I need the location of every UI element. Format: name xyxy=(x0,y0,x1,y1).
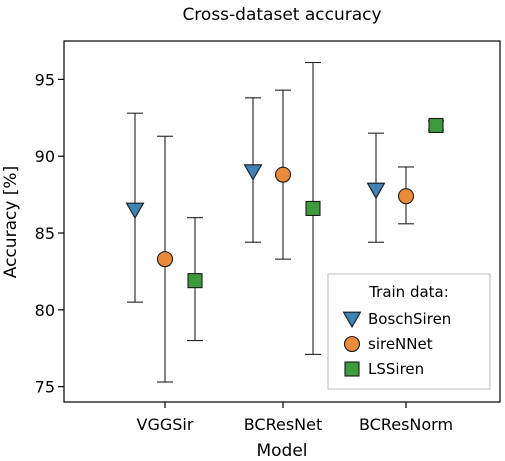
y-axis-label: Accuracy [%] xyxy=(1,166,21,278)
series-sirennet xyxy=(156,89,415,383)
legend-label-lssiren: LSSiren xyxy=(368,360,424,378)
data-point xyxy=(274,166,292,183)
y-tick-label: 90 xyxy=(35,147,55,166)
data-point xyxy=(428,117,444,134)
legend-label-boschsiren: BoschSiren xyxy=(368,310,451,328)
data-point xyxy=(187,273,203,289)
legend: Train data: BoschSiren sireNNet LSSiren xyxy=(327,273,491,390)
y-tick-label: 85 xyxy=(35,224,55,243)
data-point xyxy=(366,182,386,200)
plot-frame xyxy=(63,40,501,403)
series-lssiren xyxy=(187,61,444,355)
data-point xyxy=(125,202,145,220)
y-axis: 75 80 85 90 95 xyxy=(35,70,64,397)
data-point xyxy=(397,188,415,205)
legend-title: Train data: xyxy=(368,283,449,301)
data-point xyxy=(156,251,174,268)
legend-marker-lssiren xyxy=(344,361,360,377)
data-point xyxy=(305,200,321,216)
legend-label-sirennet: sireNNet xyxy=(368,335,433,353)
y-tick-label: 80 xyxy=(35,301,55,320)
x-tick-label: BCResNet xyxy=(244,415,323,434)
legend-marker-boschsiren xyxy=(342,311,362,329)
y-tick-label: 75 xyxy=(35,378,55,397)
x-axis: VGGSir BCResNet BCResNorm xyxy=(137,402,453,434)
legend-marker-sirennet xyxy=(343,335,361,353)
x-tick-label: BCResNorm xyxy=(359,415,453,434)
x-axis-label: Model xyxy=(256,441,307,461)
series-boschsiren xyxy=(125,97,386,303)
y-tick-label: 95 xyxy=(35,70,55,89)
data-point xyxy=(243,164,263,181)
chart-title: Cross-dataset accuracy xyxy=(182,5,381,25)
x-tick-label: VGGSir xyxy=(137,415,194,434)
data-marks xyxy=(125,61,444,383)
